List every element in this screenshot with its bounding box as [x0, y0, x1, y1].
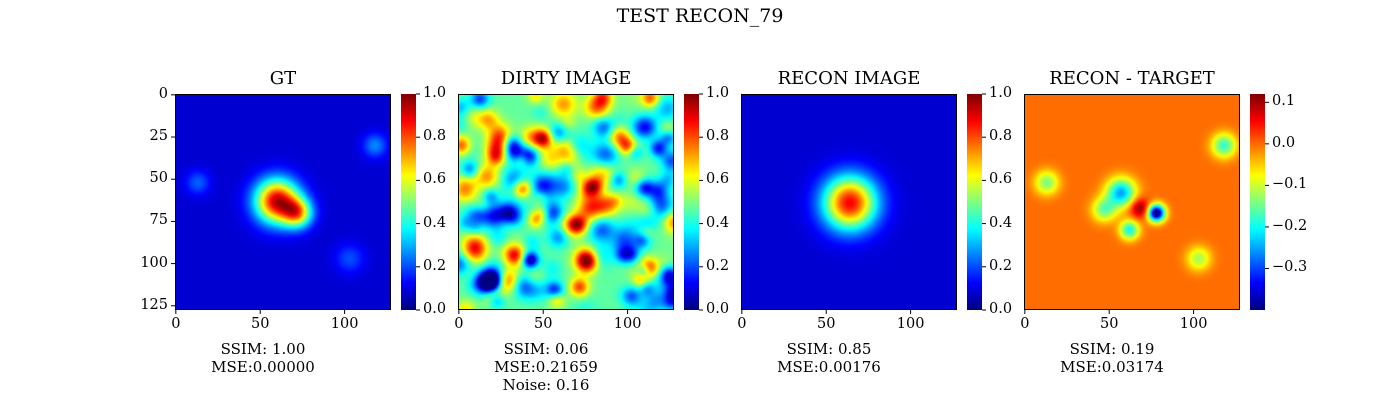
metrics-caption: SSIM: 0.19 MSE:0.03174	[1004, 340, 1220, 376]
y-tick-label: 75	[149, 212, 168, 229]
colorbar-tick-label: 0.0	[423, 301, 447, 317]
x-tick-label: 0	[171, 316, 181, 332]
metric-line: MSE:0.00000	[211, 358, 315, 376]
y-tick-label: 100	[140, 254, 168, 271]
heatmap-image	[741, 94, 957, 310]
x-tick-label: 50	[816, 316, 836, 332]
colorbar-tick-label: −0.1	[1272, 176, 1308, 193]
heatmap-image	[1024, 94, 1240, 310]
colorbar-tick-label: 1.0	[989, 85, 1013, 101]
colorbar	[401, 94, 416, 310]
heatmap-image	[458, 94, 674, 310]
colorbar-tick-label: 0.6	[989, 171, 1013, 188]
metric-line: MSE:0.21659	[494, 358, 598, 376]
colorbar-tick-label: −0.2	[1272, 217, 1308, 234]
metric-line: SSIM: 0.19	[1069, 340, 1155, 358]
colorbar-tick-label: 0.8	[706, 128, 730, 145]
x-tick-label: 0	[737, 316, 747, 332]
colorbar-tick-label: 1.0	[706, 85, 730, 101]
x-tick-label: 100	[613, 316, 642, 332]
metric-line: SSIM: 0.85	[786, 340, 872, 358]
colorbar	[684, 94, 699, 310]
panel-title: GT	[269, 68, 297, 89]
colorbar-tick-label: 0.2	[989, 257, 1013, 274]
x-tick-label: 0	[1020, 316, 1030, 332]
y-tick-label: 125	[140, 296, 168, 313]
colorbar-tick-label: −0.3	[1272, 259, 1308, 276]
colorbar-tick-label: 0.4	[423, 214, 447, 231]
colorbar-tick-label: 0.0	[989, 301, 1013, 317]
x-tick-label: 0	[454, 316, 464, 332]
x-tick-label: 50	[533, 316, 553, 332]
colorbar-tick-label: 0.8	[423, 128, 447, 145]
colorbar-tick-label: 0.0	[1272, 134, 1296, 151]
colorbar-tick-label: 0.4	[706, 214, 730, 231]
metric-line: SSIM: 0.06	[503, 340, 589, 358]
panel-title: DIRTY IMAGE	[500, 68, 632, 89]
y-tick-label: 0	[158, 85, 168, 102]
metric-line: Noise: 0.16	[502, 376, 590, 394]
metrics-caption: SSIM: 0.06 MSE:0.21659 Noise: 0.16	[438, 340, 654, 394]
colorbar-tick-label: 0.1	[1272, 93, 1296, 110]
colorbar-tick-label: 0.6	[706, 171, 730, 188]
x-tick-label: 100	[1179, 316, 1208, 332]
colorbar	[967, 94, 982, 310]
x-tick-label: 50	[1099, 316, 1119, 332]
metric-line: SSIM: 1.00	[220, 340, 306, 358]
colorbar-tick-label: 0.2	[706, 257, 730, 274]
y-tick-label: 25	[149, 128, 168, 145]
colorbar-tick-label: 0.4	[989, 214, 1013, 231]
panel-title: RECON IMAGE	[777, 68, 921, 89]
colorbar	[1250, 94, 1265, 310]
x-tick-label: 100	[896, 316, 925, 332]
x-tick-label: 50	[250, 316, 270, 332]
colorbar-tick-label: 1.0	[423, 85, 447, 101]
x-tick-label: 100	[330, 316, 359, 332]
colorbar-tick-label: 0.0	[706, 301, 730, 317]
metric-line: MSE:0.00176	[777, 358, 881, 376]
panel-title: RECON - TARGET	[1049, 68, 1215, 89]
metric-line: MSE:0.03174	[1060, 358, 1164, 376]
heatmap-image	[175, 94, 391, 310]
y-tick-label: 50	[149, 170, 168, 187]
figure-title: TEST RECON_79	[616, 5, 784, 27]
metrics-caption: SSIM: 1.00 MSE:0.00000	[155, 340, 371, 376]
colorbar-tick-label: 0.2	[423, 257, 447, 274]
colorbar-tick-label: 0.6	[423, 171, 447, 188]
metrics-caption: SSIM: 0.85 MSE:0.00176	[721, 340, 937, 376]
colorbar-tick-label: 0.8	[989, 128, 1013, 145]
